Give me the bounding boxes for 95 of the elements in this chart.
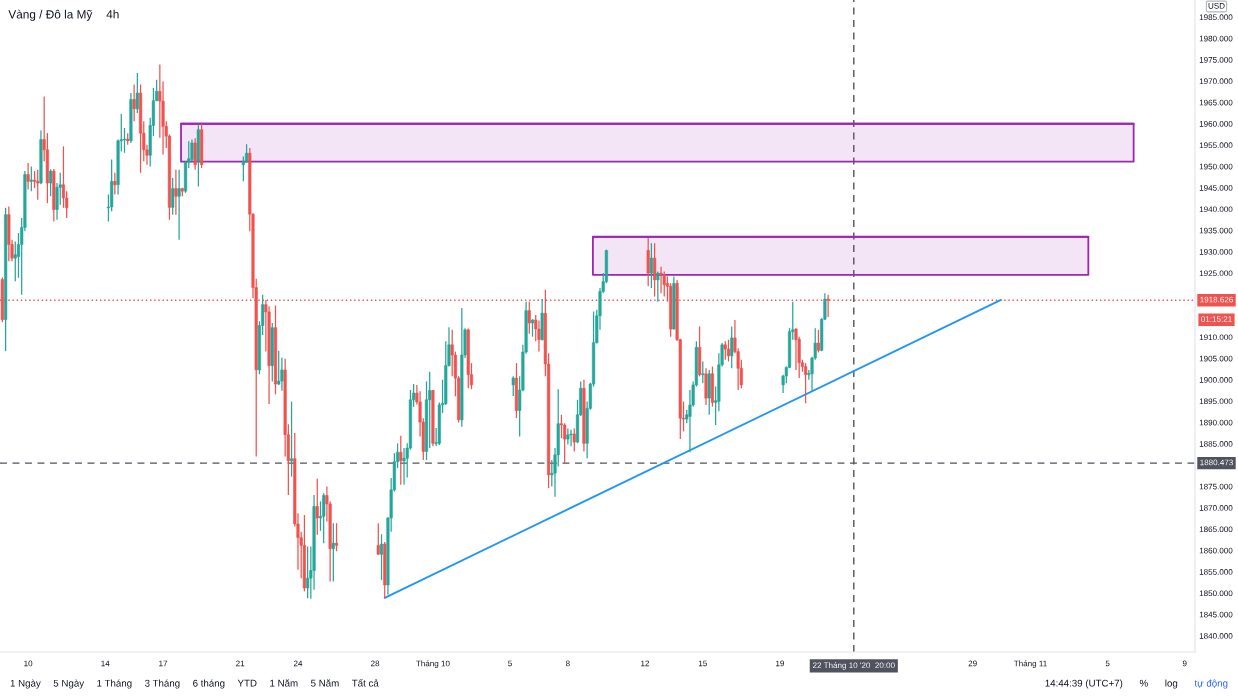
text: tự động — [1194, 679, 1228, 689]
candlestick — [315, 478, 319, 536]
y-tick-label: 1890.000 — [1199, 419, 1233, 426]
text: Vàng / Đô la Mỹ — [8, 9, 93, 21]
x-tick-label: 29 — [968, 660, 977, 667]
text: 14:44:39 (UTC+7) — [1045, 679, 1123, 689]
candlestick — [816, 329, 821, 354]
y-tick-label: 1905.000 — [1199, 355, 1233, 362]
y-tick-label: 1910.000 — [1199, 334, 1233, 341]
ref-line-label: 1880.473 — [1200, 459, 1233, 466]
ref-line-label: 22 Tháng 10 '20 20:00 — [812, 662, 895, 670]
candlestick — [113, 172, 117, 196]
text: Tất cả — [351, 679, 379, 687]
x-tick-label: 14 — [101, 660, 110, 667]
x-tick-label: 28 — [371, 660, 380, 667]
candlestick — [402, 447, 406, 486]
y-tick-label: 1845.000 — [1199, 611, 1233, 618]
y-tick-label: 1970.000 — [1199, 78, 1233, 85]
candlestick — [135, 72, 139, 114]
candlestick — [569, 429, 573, 447]
candlestick — [726, 339, 731, 363]
y-tick-label: 1950.000 — [1199, 163, 1233, 170]
candlestick — [653, 242, 657, 298]
x-tick-label: 15 — [698, 660, 707, 667]
candlestick — [730, 325, 734, 369]
y-tick-label: 1865.000 — [1199, 526, 1233, 533]
candlestick — [29, 165, 33, 192]
y-tick-label: 1900.000 — [1199, 377, 1233, 383]
y-tick-label: 1855.000 — [1199, 569, 1233, 575]
candlestick — [36, 169, 40, 201]
candlestick — [662, 270, 666, 298]
y-tick-label: 1875.000 — [1199, 483, 1233, 490]
candlestick — [49, 168, 53, 197]
x-tick-label: Tháng 10 — [416, 660, 450, 668]
text: 6 tháng — [193, 679, 225, 689]
text: 3 Tháng — [144, 679, 180, 689]
text: 4h — [106, 9, 119, 19]
candlestick — [334, 522, 339, 552]
candlestick — [379, 533, 384, 581]
text: 5 Năm — [311, 679, 339, 687]
y-tick-label: 1985.000 — [1199, 14, 1233, 21]
x-tick-label: 19 — [776, 660, 785, 667]
y-tick-label: 1960.000 — [1199, 121, 1233, 127]
candlestick — [322, 492, 326, 544]
candlestick — [537, 319, 541, 353]
y-tick-label: 1945.000 — [1199, 185, 1233, 191]
candlestick — [331, 522, 335, 583]
candlestick — [171, 177, 175, 216]
text: YTD — [237, 679, 257, 687]
x-tick-label: 10 — [24, 660, 33, 667]
x-tick-label: 8 — [565, 660, 570, 667]
y-tick-label: 1935.000 — [1199, 227, 1233, 234]
y-tick-label: 1885.000 — [1199, 441, 1233, 447]
y-tick-label: 1925.000 — [1199, 270, 1233, 277]
candlestick — [656, 270, 660, 303]
candlestick — [306, 545, 310, 599]
candlestick — [649, 242, 653, 289]
x-tick-label: Tháng 11 — [1013, 660, 1047, 668]
y-tick-label: 1930.000 — [1199, 249, 1233, 255]
text: 5 Ngày — [53, 679, 85, 689]
candlestick — [723, 340, 727, 361]
text: log — [1165, 679, 1178, 689]
y-tick-label: 1870.000 — [1199, 505, 1233, 511]
candlestick — [290, 400, 294, 478]
y-tick-label: 1850.000 — [1199, 590, 1233, 597]
x-tick-label: 5 — [508, 660, 512, 667]
candlestick — [659, 266, 663, 294]
candlestick — [646, 237, 650, 287]
text: 1 Tháng — [97, 679, 132, 689]
candlestick — [132, 83, 136, 122]
x-tick-label: 12 — [641, 660, 650, 667]
candlestick — [566, 427, 570, 446]
text: 1 Ngày — [10, 679, 41, 689]
candlestick — [701, 360, 705, 384]
x-tick-label: 9 — [1182, 660, 1187, 667]
text: 1 Năm — [270, 679, 298, 687]
x-tick-label: 21 — [236, 660, 245, 667]
ref-line-label: 1918.626 — [1200, 296, 1233, 303]
y-tick-label: 1860.000 — [1199, 547, 1233, 554]
y-tick-label: 1955.000 — [1199, 142, 1233, 149]
y-tick-label: 1895.000 — [1199, 398, 1233, 405]
x-tick-label: 5 — [1105, 660, 1110, 667]
text: % — [1139, 679, 1148, 687]
candlestick — [399, 435, 403, 486]
y-tick-label: 1940.000 — [1199, 206, 1233, 213]
y-tick-label: 1965.000 — [1199, 99, 1233, 106]
y-tick-label: 1980.000 — [1199, 35, 1233, 42]
candlestick — [511, 375, 515, 397]
x-tick-label: 17 — [159, 660, 168, 667]
y-tick-label: 1975.000 — [1199, 57, 1233, 63]
x-tick-label: 24 — [293, 660, 303, 667]
candlestick — [376, 522, 380, 556]
annotation: 01:15:21 — [1201, 316, 1232, 322]
y-axis-title: USD — [1208, 2, 1225, 9]
y-tick-label: 1840.000 — [1199, 633, 1233, 639]
